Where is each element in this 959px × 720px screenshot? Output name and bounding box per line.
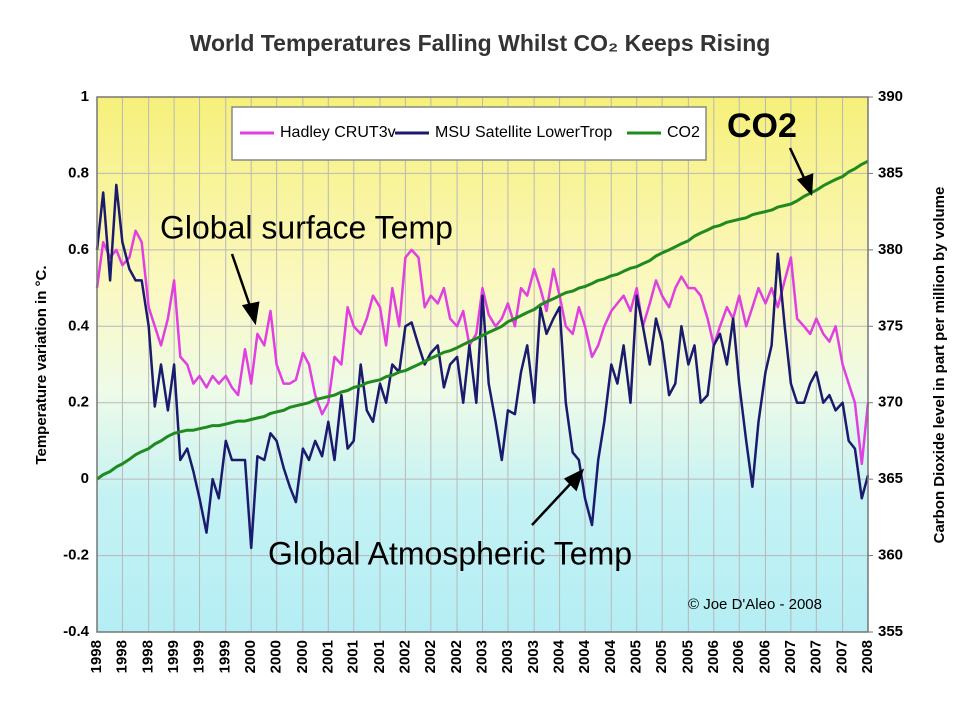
series-line bbox=[96, 159, 869, 481]
x-tick-label: 2002 bbox=[448, 640, 465, 673]
x-tick-label: 1998 bbox=[88, 640, 105, 673]
x-tick-label: 2005 bbox=[679, 640, 696, 673]
x-tick-label: 2006 bbox=[705, 640, 722, 673]
arrow-head bbox=[796, 173, 814, 197]
y-tick-label: 0 bbox=[81, 470, 89, 487]
x-tick-label: 2000 bbox=[294, 640, 311, 673]
y-tick-label: 0.6 bbox=[68, 241, 89, 258]
x-tick-label: 1998 bbox=[140, 640, 157, 673]
x-tick-label: 2004 bbox=[551, 639, 568, 673]
legend: Hadley CRUT3v MSU Satellite LowerTrop CO2 bbox=[231, 106, 707, 161]
y-tick-label: 1 bbox=[81, 88, 89, 105]
x-tick-label: 2007 bbox=[834, 640, 851, 673]
x-tick-label: 2000 bbox=[242, 640, 259, 673]
x-tick-label: 1999 bbox=[165, 640, 182, 673]
x-tick-label: 2000 bbox=[268, 640, 285, 673]
y2-tick-label: 375 bbox=[878, 317, 903, 334]
arrow-head bbox=[241, 301, 260, 326]
annotation: Global surface Temp bbox=[160, 209, 453, 245]
x-tick-label: 2007 bbox=[782, 640, 799, 673]
legend-label: Hadley CRUT3v bbox=[280, 124, 396, 141]
x-tick-label: 2002 bbox=[396, 640, 413, 673]
x-tick-label: 2001 bbox=[371, 640, 388, 673]
y-tick-label: -0.2 bbox=[63, 547, 89, 564]
series-line bbox=[95, 183, 870, 550]
plot-frame bbox=[96, 96, 869, 633]
y-tick-label: 0.8 bbox=[68, 164, 89, 181]
y2-tick-label: 365 bbox=[878, 470, 903, 487]
x-tick-label: 1999 bbox=[191, 640, 208, 673]
x-tick-label: 2002 bbox=[422, 640, 439, 673]
y2-tick-label: 370 bbox=[878, 394, 903, 411]
annotation: Global Atmospheric Temp bbox=[268, 535, 632, 571]
x-tick-label: 2004 bbox=[602, 639, 619, 673]
y2-tick-label: 385 bbox=[878, 164, 903, 181]
x-tick-label: 2003 bbox=[473, 640, 490, 673]
x-tick-label: 1999 bbox=[217, 640, 234, 673]
y2-axis-label: Carbon Dioxide level in part per million… bbox=[931, 187, 948, 544]
x-tick-label: 2008 bbox=[859, 640, 876, 673]
chart-title: World Temperatures Falling Whilst CO₂ Ke… bbox=[190, 30, 771, 56]
x-tick-label: 2005 bbox=[653, 640, 670, 673]
arrow-head bbox=[563, 468, 585, 492]
arrows bbox=[230, 147, 814, 526]
series-line bbox=[95, 229, 870, 466]
lines bbox=[95, 159, 870, 550]
x-tick-label: 2006 bbox=[756, 640, 773, 673]
annotation: CO2 bbox=[727, 107, 797, 145]
legend-label: MSU Satellite LowerTrop bbox=[435, 124, 612, 141]
x-tick-label: 2007 bbox=[807, 640, 824, 673]
y-axis-label: Temperature variation in °C. bbox=[33, 265, 50, 464]
x-tick-label: 2001 bbox=[319, 640, 336, 673]
arrow bbox=[531, 479, 575, 526]
y2-tick-label: 360 bbox=[878, 547, 903, 564]
arrow bbox=[230, 253, 254, 313]
x-tick-label: 2005 bbox=[628, 640, 645, 673]
x-tick-label: 2003 bbox=[499, 640, 516, 673]
y2-tick-label: 355 bbox=[878, 623, 903, 640]
y-tick-label: 0.4 bbox=[68, 317, 90, 334]
legend-label: CO2 bbox=[667, 124, 700, 141]
y2-tick-label: 390 bbox=[878, 88, 903, 105]
y-tick-label: -0.4 bbox=[63, 623, 90, 640]
x-tick-label: 2006 bbox=[730, 640, 747, 673]
annotation: © Joe D'Aleo - 2008 bbox=[688, 596, 822, 613]
y-tick-label: 0.2 bbox=[68, 394, 89, 411]
x-tick-label: 1998 bbox=[113, 640, 130, 673]
x-tick-label: 2004 bbox=[576, 639, 593, 673]
y2-tick-label: 380 bbox=[878, 241, 903, 258]
arrow bbox=[788, 147, 808, 183]
x-tick-label: 2001 bbox=[345, 640, 362, 673]
x-tick-label: 2003 bbox=[525, 640, 542, 673]
